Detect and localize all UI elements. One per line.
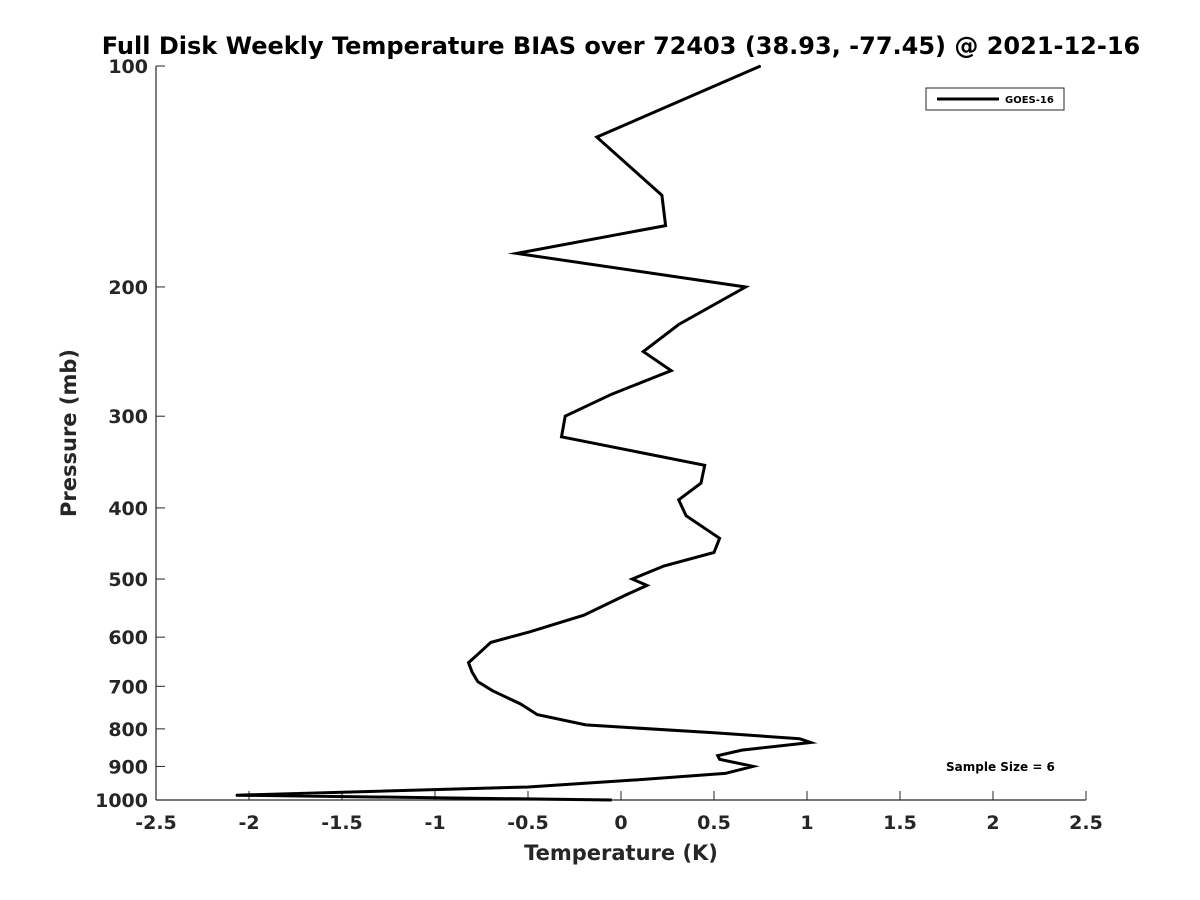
y-tick-label: 1000 (95, 790, 148, 812)
x-tick-label: 0.5 (697, 812, 731, 834)
data-point (719, 537, 721, 539)
data-point (596, 136, 598, 138)
x-ticks: -2.5 -2 -1.5 -1 -0.5 0 0.5 1 1.5 2 2.5 (135, 791, 1103, 834)
legend: GOES-16 (925, 87, 1065, 111)
y-tick-label: 900 (108, 756, 148, 778)
data-point (717, 755, 719, 757)
x-tick-label: -0.5 (507, 812, 549, 834)
y-tick-label: 300 (108, 406, 148, 428)
data-point (477, 681, 479, 683)
y-tick-label: 200 (108, 277, 148, 299)
data-point (564, 415, 566, 417)
data-point (678, 499, 680, 501)
x-tick-label: 1.5 (883, 812, 917, 834)
y-ticks: 100 200 300 400 500 600 700 800 900 1000 (95, 56, 165, 812)
x-axis-label: Temperature (K) (524, 841, 718, 865)
x-tick-label: -1 (424, 812, 445, 834)
data-point (665, 225, 667, 227)
data-point (663, 565, 665, 567)
data-point (611, 799, 613, 801)
x-tick-label: -2 (238, 812, 259, 834)
data-point (479, 652, 481, 654)
data-point (529, 631, 531, 633)
data-point (471, 671, 473, 673)
data-point (713, 732, 715, 734)
data-point (629, 779, 631, 781)
x-tick-label: 2 (986, 812, 999, 834)
y-tick-label: 800 (108, 719, 148, 741)
data-point (527, 786, 529, 788)
data-point (685, 515, 687, 517)
data-point (560, 436, 563, 438)
data-point (467, 662, 470, 664)
x-tick-label: 0 (614, 812, 627, 834)
y-tick-label: 700 (108, 676, 148, 698)
chart-title: Full Disk Weekly Temperature BIAS over 7… (102, 32, 1141, 60)
y-tick-label: 100 (108, 56, 148, 78)
data-point (704, 464, 706, 466)
data-point (536, 714, 538, 716)
data-point (810, 741, 812, 744)
data-point (235, 794, 237, 796)
series-layer (235, 64, 818, 802)
y-tick-label: 500 (108, 569, 148, 591)
y-axis-label: Pressure (mb) (57, 349, 81, 517)
legend-label-goes16: GOES-16 (1005, 95, 1054, 106)
data-point (611, 393, 613, 395)
x-tick-label: -2.5 (135, 812, 177, 834)
sample-size-annotation: Sample Size = 6 (946, 760, 1055, 774)
x-tick-label: 1 (800, 812, 813, 834)
data-point (741, 749, 743, 751)
data-point (700, 482, 702, 484)
data-point (646, 584, 648, 587)
data-point (583, 614, 585, 616)
data-point (724, 772, 726, 775)
y-tick-label: 400 (108, 498, 148, 520)
data-point (759, 65, 762, 67)
data-point (492, 690, 494, 692)
data-point (490, 641, 492, 644)
data-point (626, 594, 628, 596)
data-point (516, 252, 518, 254)
x-tick-label: 2.5 (1069, 812, 1103, 834)
data-point (745, 286, 747, 288)
data-point (642, 351, 644, 353)
data-point (799, 738, 801, 740)
data-point (585, 724, 587, 726)
data-point (678, 323, 680, 326)
y-tick-label: 600 (108, 627, 148, 649)
x-tick-label: -1.5 (321, 812, 363, 834)
data-point (752, 765, 754, 768)
data-point (520, 703, 522, 705)
data-point (719, 758, 721, 760)
data-point (670, 370, 672, 372)
data-point (661, 194, 663, 196)
data-point (631, 578, 633, 580)
data-point (713, 551, 715, 554)
